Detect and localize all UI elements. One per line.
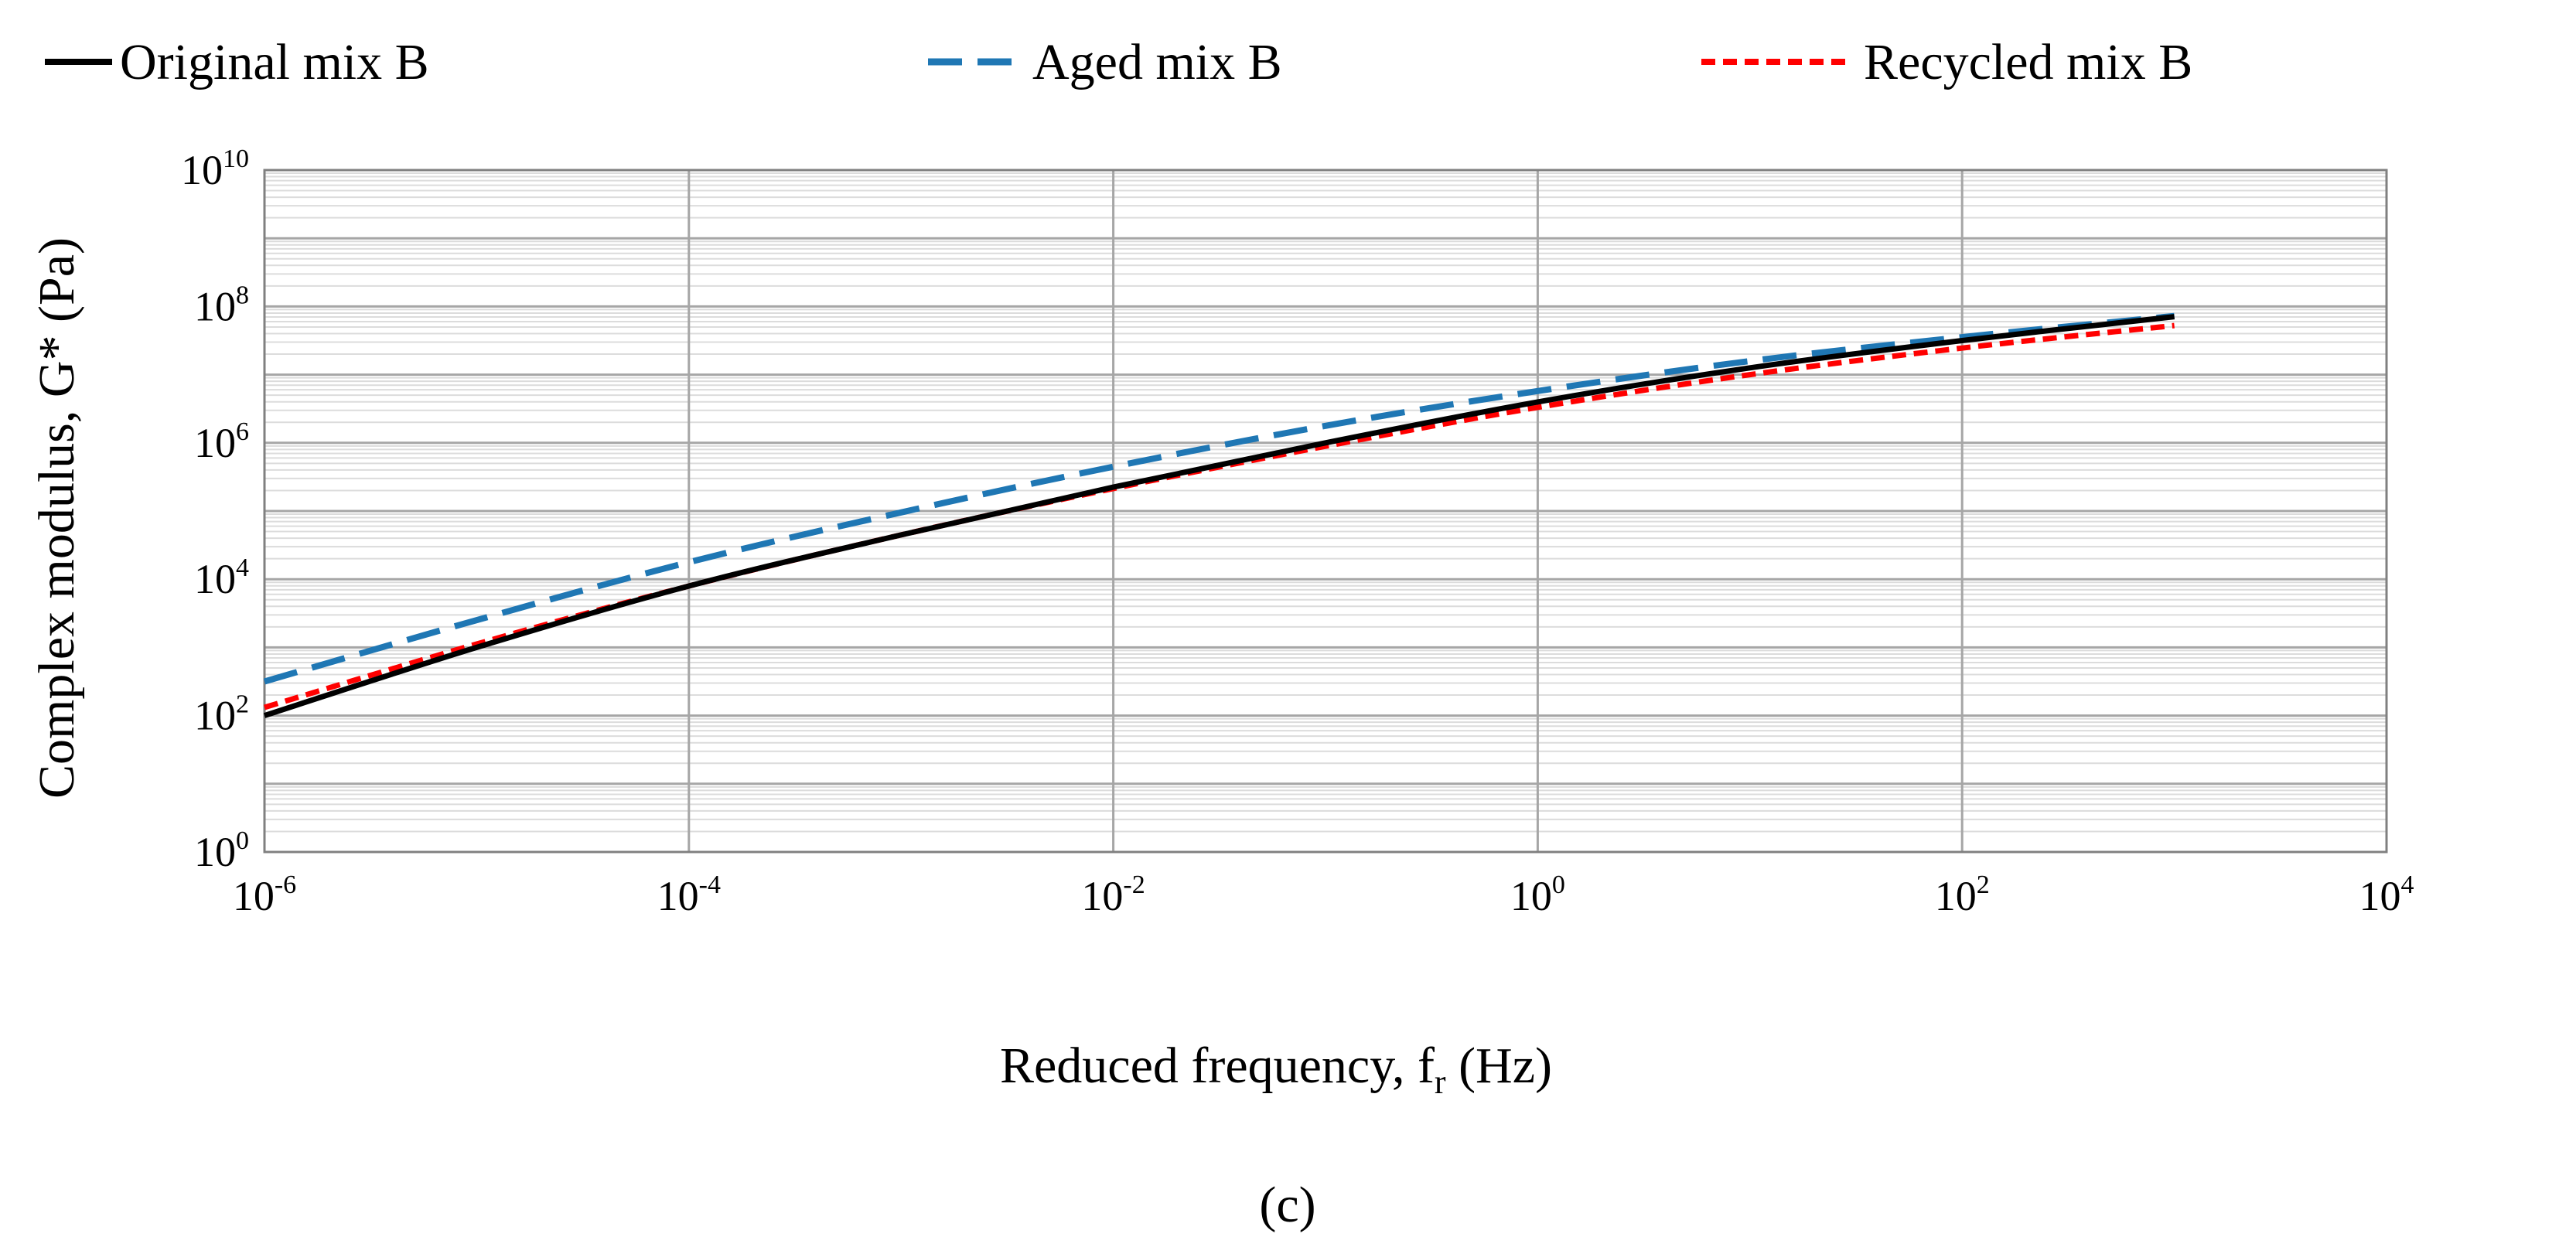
plot-area-frame [263,169,2388,854]
x-axis-title: Reduced frequency, fr (Hz) [1000,1038,1552,1101]
x-axis-title-main: Reduced frequency, f [1000,1038,1435,1094]
legend: Original mix B Aged mix B Recycled mix B [45,34,2192,90]
y-tick-label: 100 [194,826,249,875]
legend-label: Original mix B [120,34,429,90]
x-axis-title-unit: (Hz) [1446,1038,1552,1094]
figure-caption: (c) [1259,1177,1315,1233]
y-tick-label: 108 [194,281,249,329]
x-tick-label: 10-4 [657,871,721,919]
series-layer [263,312,2175,718]
x-tick-label: 100 [1510,871,1565,919]
y-tick-labels: 100 102 104 106 108 1010 [181,145,249,875]
x-axis-title-subscript: r [1435,1063,1446,1101]
x-tick-labels: 10-6 10-4 10-2 100 102 104 [233,871,2414,919]
y-axis-title: Complex modulus, G* (Pa) [29,237,85,799]
series-line-original-mix-b [263,314,2175,718]
y-tick-label: 104 [194,554,249,602]
major-gridlines [264,170,2387,852]
x-tick-label: 104 [2359,871,2414,919]
y-tick-label: 1010 [181,145,249,193]
x-tick-label: 10-6 [233,871,296,919]
y-tick-label: 102 [194,690,249,739]
x-tick-label: 10-2 [1081,871,1145,919]
legend-label: Recycled mix B [1864,34,2192,90]
legend-label: Aged mix B [1032,34,1282,90]
y-tick-label: 106 [194,417,249,466]
x-tick-label: 102 [1935,871,1990,919]
minor-gridlines [264,172,2387,833]
